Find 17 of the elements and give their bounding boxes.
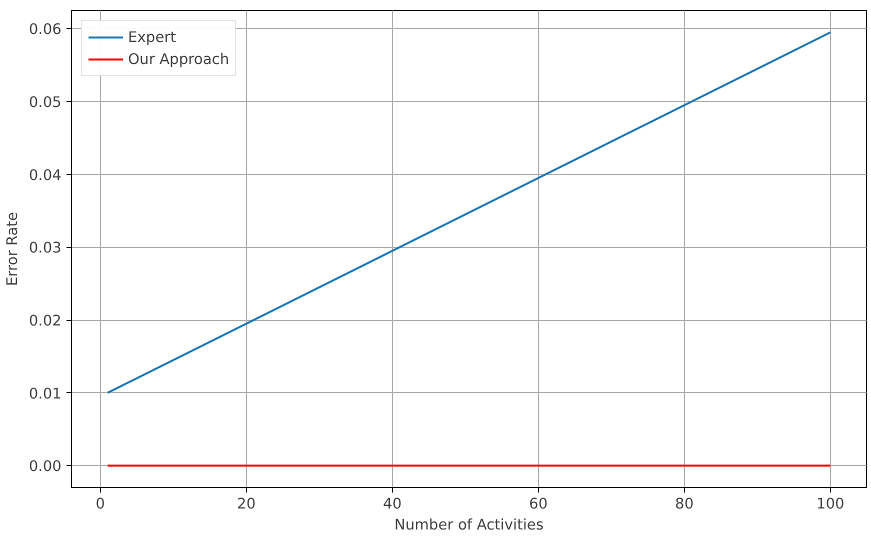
y-tick-label: 0.00 (28, 458, 62, 476)
y-tick-label: 0.01 (28, 385, 62, 402)
legend-label: Expert (128, 28, 176, 46)
legend-label: Our Approach (128, 50, 230, 68)
x-tick-label: 60 (529, 496, 548, 512)
x-tick-label: 100 (816, 496, 844, 512)
x-axis-title: Number of Activities (394, 516, 544, 534)
y-tick-label: 0.06 (28, 21, 62, 38)
y-tick-label: 0.02 (28, 312, 62, 330)
y-axis-title: Error Rate (4, 212, 21, 286)
y-tick-label: 0.04 (28, 166, 62, 184)
y-tick-label: 0.03 (28, 240, 62, 257)
y-tick-label: 0.05 (28, 94, 62, 112)
x-tick-label: 0 (96, 496, 105, 512)
x-tick-label: 40 (383, 496, 402, 512)
x-tick-label: 20 (237, 496, 256, 512)
x-tick-label: 80 (675, 496, 694, 512)
